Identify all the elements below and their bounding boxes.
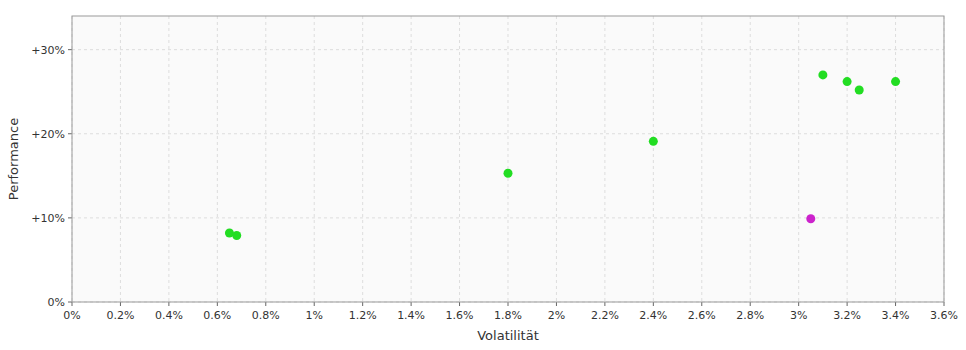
y-tick: [68, 49, 72, 50]
x-tick: [120, 302, 121, 306]
x-tick-label: 0.4%: [155, 309, 183, 322]
scatter-point: [232, 231, 241, 240]
x-tick-label: 3.2%: [833, 309, 861, 322]
scatter-point: [818, 70, 827, 79]
axes: 0% 0.2% 0.4% 0.6% 0.8% 1% 1.2% 1.4% 1.6% 1.8% 2% 2.…: [31, 16, 958, 322]
y-grid-line: [72, 49, 944, 50]
x-grid-line: [604, 16, 605, 302]
x-tick-label: 1.6%: [446, 309, 474, 322]
scatter-point: [504, 169, 513, 178]
x-tick: [895, 302, 896, 306]
y-tick-label: +20%: [31, 128, 65, 141]
x-tick: [701, 302, 702, 306]
x-grid-line: [750, 16, 751, 302]
x-tick-label: 2%: [548, 309, 565, 322]
x-grid-line: [653, 16, 654, 302]
y-tick-label: 0%: [48, 296, 65, 309]
x-grid-line: [556, 16, 557, 302]
scatter-point: [843, 77, 852, 86]
x-grid-line: [411, 16, 412, 302]
x-tick: [411, 302, 412, 306]
x-tick: [508, 302, 509, 306]
x-grid-line: [120, 16, 121, 302]
x-tick-label: 2.8%: [736, 309, 764, 322]
x-tick: [217, 302, 218, 306]
x-tick: [168, 302, 169, 306]
x-tick-label: 0%: [63, 309, 80, 322]
y-tick: [68, 217, 72, 218]
x-tick-label: 1.2%: [349, 309, 377, 322]
x-tick: [750, 302, 751, 306]
series: [225, 70, 900, 240]
x-tick-label: 0.8%: [252, 309, 280, 322]
chart: 0% 0.2% 0.4% 0.6% 0.8% 1% 1.2% 1.4% 1.6% 1.8% 2% 2.…: [0, 0, 966, 350]
y-tick-label: +30%: [31, 44, 65, 57]
x-tick-label: 3.6%: [930, 309, 958, 322]
x-tick: [265, 302, 266, 306]
x-grid-line: [798, 16, 799, 302]
y-tick: [68, 302, 72, 303]
grid: [72, 16, 944, 302]
x-grid-line: [265, 16, 266, 302]
x-grid-line: [459, 16, 460, 302]
x-tick: [314, 302, 315, 306]
x-grid-line: [508, 16, 509, 302]
x-tick-label: 3.4%: [882, 309, 910, 322]
x-tick-label: 2.2%: [591, 309, 619, 322]
x-tick: [362, 302, 363, 306]
x-tick-label: 0.6%: [203, 309, 231, 322]
x-tick-label: 3%: [790, 309, 807, 322]
x-tick: [653, 302, 654, 306]
y-tick: [68, 133, 72, 134]
x-tick: [72, 302, 73, 306]
x-tick: [944, 302, 945, 306]
x-grid-line: [847, 16, 848, 302]
x-tick-label: 1.8%: [494, 309, 522, 322]
x-grid-line: [362, 16, 363, 302]
y-axis-label: Performance: [6, 118, 21, 200]
x-grid-line: [895, 16, 896, 302]
x-tick: [459, 302, 460, 306]
y-tick-label: +10%: [31, 212, 65, 225]
x-grid-line: [314, 16, 315, 302]
x-axis-label: Volatilität: [477, 328, 539, 343]
x-tick-label: 1%: [305, 309, 322, 322]
scatter-point: [806, 214, 815, 223]
scatter-point: [891, 77, 900, 86]
x-grid-line: [701, 16, 702, 302]
plot-background: [72, 16, 944, 302]
x-tick: [556, 302, 557, 306]
series: [806, 214, 815, 223]
points: [225, 70, 900, 240]
x-tick-label: 1.4%: [397, 309, 425, 322]
x-tick-label: 2.6%: [688, 309, 716, 322]
x-grid-line: [168, 16, 169, 302]
x-tick-label: 2.4%: [639, 309, 667, 322]
x-tick: [604, 302, 605, 306]
plot-frame: [72, 16, 944, 302]
scatter-point: [855, 86, 864, 95]
x-grid-line: [217, 16, 218, 302]
y-grid-line: [72, 133, 944, 134]
x-tick: [847, 302, 848, 306]
x-tick: [798, 302, 799, 306]
scatter-point: [649, 137, 658, 146]
x-tick-label: 0.2%: [106, 309, 134, 322]
